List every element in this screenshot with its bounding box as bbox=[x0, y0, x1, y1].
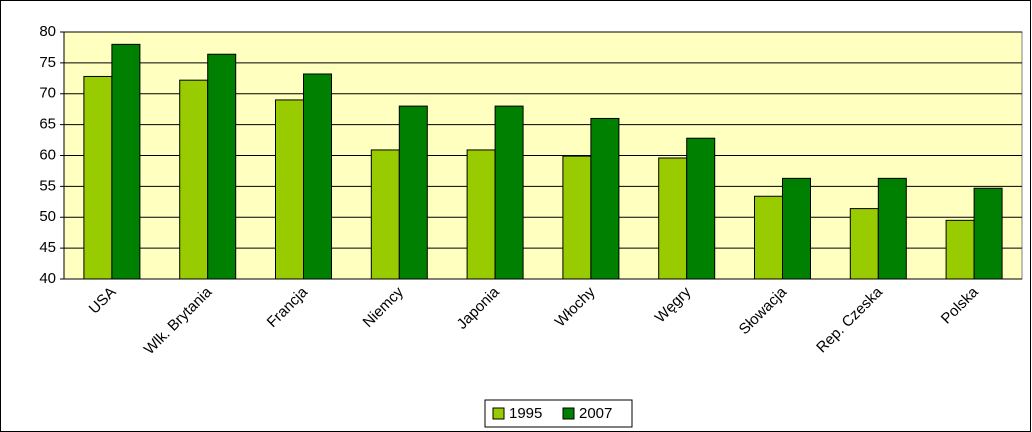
y-tick-label: 75 bbox=[39, 54, 56, 71]
y-tick-label: 40 bbox=[39, 270, 56, 287]
bar bbox=[303, 73, 332, 280]
bar bbox=[398, 105, 428, 280]
y-tick-label: 55 bbox=[39, 177, 56, 194]
legend-swatch bbox=[562, 407, 575, 420]
bar bbox=[466, 149, 496, 280]
bar bbox=[782, 177, 811, 280]
bar bbox=[754, 195, 783, 280]
bar bbox=[494, 105, 524, 280]
bar bbox=[658, 157, 688, 280]
bar bbox=[686, 137, 716, 280]
bar bbox=[275, 99, 304, 280]
bar bbox=[849, 208, 879, 280]
bar bbox=[111, 43, 141, 280]
y-tick-label: 65 bbox=[39, 116, 56, 133]
legend-label: 1995 bbox=[509, 405, 542, 422]
y-tick-label: 50 bbox=[39, 208, 56, 225]
bar bbox=[179, 79, 209, 280]
bar bbox=[83, 75, 113, 280]
bar bbox=[590, 117, 620, 280]
bar bbox=[562, 155, 592, 280]
bar bbox=[973, 187, 1003, 280]
bar bbox=[207, 53, 237, 280]
bar bbox=[945, 219, 975, 280]
y-tick-label: 80 bbox=[39, 23, 56, 40]
legend-label: 2007 bbox=[579, 405, 612, 422]
bar bbox=[877, 177, 907, 280]
y-tick-label: 45 bbox=[39, 239, 56, 256]
bar bbox=[370, 149, 400, 280]
y-tick-label: 60 bbox=[39, 146, 56, 163]
legend-swatch bbox=[492, 407, 505, 420]
y-tick-label: 70 bbox=[39, 85, 56, 102]
legend-box bbox=[484, 399, 633, 428]
